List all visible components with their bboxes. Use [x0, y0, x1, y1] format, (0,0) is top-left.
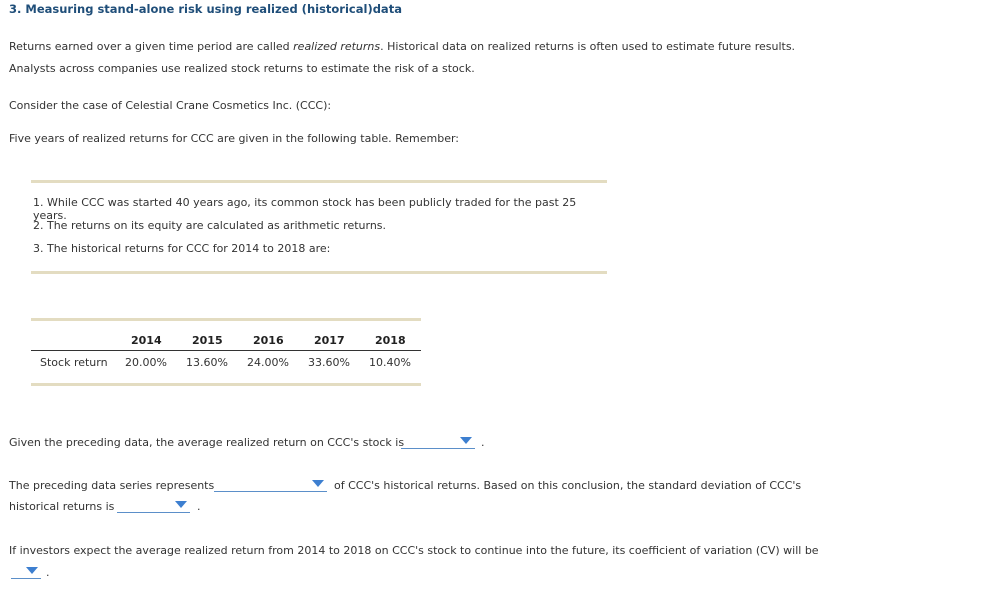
return-cell: 24.00% — [247, 356, 289, 369]
chevron-down-icon — [460, 437, 472, 444]
note-item: 1. While CCC was started 40 years ago, i… — [33, 196, 577, 222]
year-header: 2017 — [314, 334, 345, 347]
return-cell: 10.40% — [369, 356, 411, 369]
header-divider — [31, 350, 421, 351]
q2-line2: historical returns is — [9, 500, 115, 513]
cv-dropdown[interactable] — [11, 564, 41, 579]
q1-text: Given the preceding data, the average re… — [9, 436, 405, 449]
intro-pre: Returns earned over a given time period … — [9, 40, 294, 53]
q2-pre: The preceding data series represents — [9, 479, 215, 492]
year-header: 2016 — [253, 334, 284, 347]
q2-post: of CCC's historical returns. Based on th… — [334, 479, 802, 492]
year-header: 2015 — [192, 334, 223, 347]
return-cell: 20.00% — [125, 356, 167, 369]
q2-end: . — [197, 500, 201, 513]
intro-line-2: Analysts across companies use realized s… — [9, 62, 475, 75]
five-years-text: Five years of realized returns for CCC a… — [9, 132, 460, 145]
year-header: 2018 — [375, 334, 406, 347]
note-item: 3. The historical returns for CCC for 20… — [33, 242, 331, 255]
average-return-dropdown[interactable] — [401, 434, 475, 449]
year-header: 2014 — [131, 334, 162, 347]
notes-box: 1. While CCC was started 40 years ago, i… — [31, 180, 607, 274]
question-title: 3. Measuring stand-alone risk using real… — [9, 2, 402, 16]
note-item: 2. The returns on its equity are calcula… — [33, 219, 387, 232]
chevron-down-icon — [26, 567, 38, 574]
row-label: Stock return — [40, 356, 108, 369]
returns-table: 2014 2015 2016 2017 2018 Stock return 20… — [31, 318, 421, 386]
chevron-down-icon — [175, 501, 187, 508]
return-cell: 33.60% — [308, 356, 350, 369]
q3-text: If investors expect the average realized… — [9, 544, 819, 557]
intro-post: . Historical data on realized returns is… — [380, 40, 796, 53]
std-dev-dropdown[interactable] — [117, 498, 190, 513]
intro-line-1: Returns earned over a given time period … — [9, 40, 795, 53]
return-cell: 13.60% — [186, 356, 228, 369]
intro-emphasis: realized returns — [293, 40, 381, 53]
consider-text: Consider the case of Celestial Crane Cos… — [9, 99, 332, 112]
q1-end: . — [481, 436, 485, 449]
chevron-down-icon — [312, 480, 324, 487]
q3-end: . — [46, 566, 50, 579]
data-series-dropdown[interactable] — [214, 477, 327, 492]
